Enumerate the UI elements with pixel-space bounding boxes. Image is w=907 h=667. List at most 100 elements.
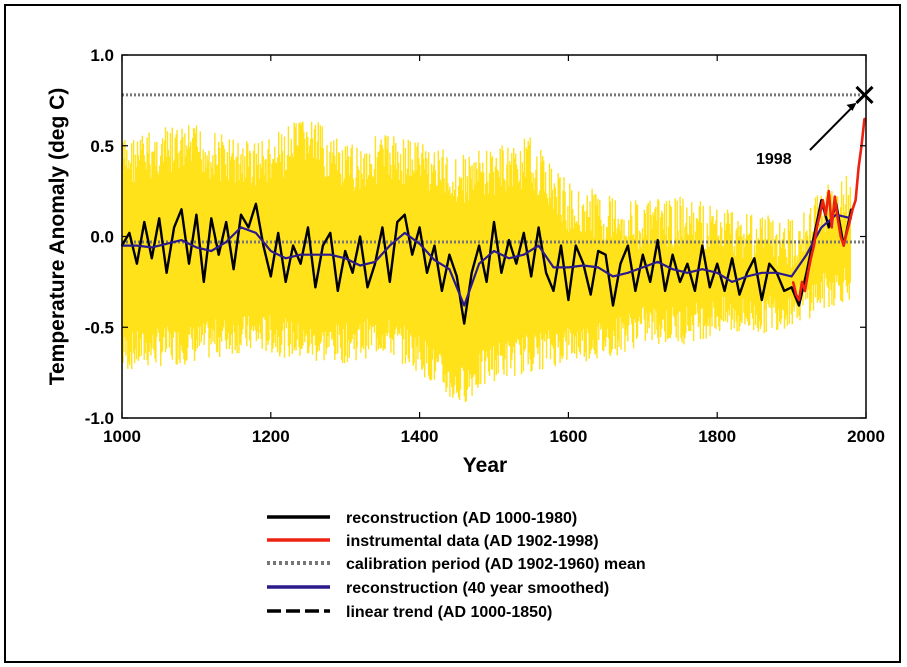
data-point-1-58 — [552, 290, 555, 292]
data-point-0-37 — [671, 268, 674, 271]
legend: reconstruction (AD 1000-1980) instrument… — [267, 510, 646, 621]
data-point-2-21 — [854, 199, 857, 202]
data-point-1-10 — [195, 213, 198, 216]
data-point-1-39 — [411, 253, 414, 256]
data-point-0-17 — [374, 261, 376, 263]
data-point-1-57 — [545, 271, 547, 274]
data-point-0-25 — [493, 250, 495, 252]
annotation-arrow-line — [809, 104, 856, 151]
data-point-1-46 — [463, 322, 466, 325]
data-point-1-89 — [783, 290, 786, 292]
data-point-1-14 — [225, 221, 228, 223]
series-1 — [120, 199, 853, 325]
annotation-1998-label: 1998 — [756, 151, 792, 168]
data-point-0-35 — [641, 266, 644, 269]
data-point-1-16 — [240, 213, 242, 216]
reference-lines-layer — [122, 93, 866, 244]
data-point-0-10 — [269, 250, 272, 252]
data-point-1-47 — [470, 271, 473, 274]
data-point-0-12 — [299, 253, 302, 256]
data-point-0-2 — [150, 246, 153, 249]
data-point-2-3 — [801, 280, 803, 283]
data-point-1-84 — [746, 271, 748, 274]
data-point-1-6 — [165, 271, 168, 274]
y-axis-label: Temperature Anomaly (deg C) — [46, 88, 69, 386]
data-point-2-20 — [851, 208, 854, 211]
data-point-1-21 — [277, 231, 280, 234]
data-point-1-70 — [641, 253, 644, 256]
data-point-1-63 — [589, 293, 592, 296]
data-point-0-45 — [790, 275, 793, 278]
x-tick-label-2: 1400 — [401, 427, 439, 446]
data-point-1-51 — [500, 271, 503, 274]
data-point-1-77 — [693, 290, 696, 292]
data-point-2-8 — [815, 226, 818, 229]
x-tick-label-3: 1600 — [549, 427, 587, 446]
data-point-2-12 — [827, 190, 830, 193]
data-point-1-34 — [374, 262, 376, 265]
data-point-1-23 — [292, 244, 295, 247]
legend-label-calibration-mean: calibration period (AD 1902-1960) mean — [346, 556, 646, 573]
data-point-1-55 — [530, 275, 533, 278]
data-point-2-0 — [792, 280, 794, 283]
data-point-1-29 — [336, 290, 339, 292]
data-point-0-19 — [403, 231, 406, 234]
data-point-0-20 — [418, 242, 421, 245]
data-point-2-4 — [804, 290, 806, 292]
data-point-1-67 — [619, 262, 622, 265]
data-point-1-26 — [314, 286, 317, 289]
series-line-0 — [122, 213, 852, 307]
data-point-1-17 — [247, 226, 250, 229]
data-point-0-34 — [627, 271, 629, 274]
x-axis-label: Year — [463, 454, 507, 477]
data-point-0-44 — [775, 271, 778, 274]
data-point-1-28 — [329, 231, 332, 234]
y-tick-label-1: 0.5 — [90, 137, 114, 156]
data-point-0-39 — [701, 268, 704, 271]
data-point-1-82 — [731, 257, 733, 260]
data-point-1-31 — [351, 271, 354, 274]
data-point-0-9 — [255, 231, 257, 234]
data-point-0-22 — [448, 268, 451, 271]
data-point-0-43 — [760, 271, 763, 274]
data-point-2-6 — [810, 257, 812, 260]
data-point-1-12 — [210, 217, 213, 220]
data-point-1-59 — [560, 244, 562, 247]
data-point-1-43 — [441, 290, 443, 292]
data-point-1-27 — [321, 244, 324, 247]
data-point-0-38 — [686, 271, 689, 274]
data-point-1-66 — [612, 304, 614, 307]
data-point-0-5 — [195, 246, 198, 249]
data-point-2-2 — [798, 299, 800, 301]
data-point-1-7 — [173, 226, 175, 229]
data-point-1-8 — [180, 208, 183, 211]
data-point-1-42 — [433, 244, 436, 247]
data-point-2-22 — [857, 166, 860, 169]
data-point-1-20 — [269, 275, 272, 278]
data-point-1-15 — [232, 268, 235, 271]
data-point-2-24 — [863, 117, 866, 120]
annotation-cross-marker — [855, 85, 874, 104]
y-tick-label-2: 0.0 — [90, 228, 114, 247]
data-point-0-16 — [359, 264, 361, 267]
y-tick-label-3: -0.5 — [85, 318, 114, 337]
data-point-0-18 — [388, 244, 391, 247]
data-point-0-40 — [716, 271, 719, 274]
data-point-1-90 — [790, 286, 793, 289]
data-point-2-18 — [845, 231, 848, 234]
x-tick-label-0: 1000 — [103, 427, 141, 446]
legend-label-smoothed: reconstruction (40 year smoothed) — [346, 580, 609, 597]
data-point-0-41 — [731, 280, 733, 283]
data-point-1-62 — [582, 262, 585, 265]
data-point-1-83 — [738, 293, 741, 296]
data-point-0-31 — [582, 264, 585, 267]
data-point-0-13 — [314, 253, 317, 256]
data-point-0-36 — [656, 261, 659, 263]
data-point-2-14 — [833, 195, 836, 198]
data-point-0-21 — [433, 259, 436, 261]
data-point-1-64 — [597, 250, 600, 252]
data-point-1-4 — [150, 257, 153, 260]
data-point-1-95 — [827, 226, 830, 229]
data-point-1-78 — [701, 244, 704, 247]
annotation-arrow-head — [846, 102, 857, 111]
